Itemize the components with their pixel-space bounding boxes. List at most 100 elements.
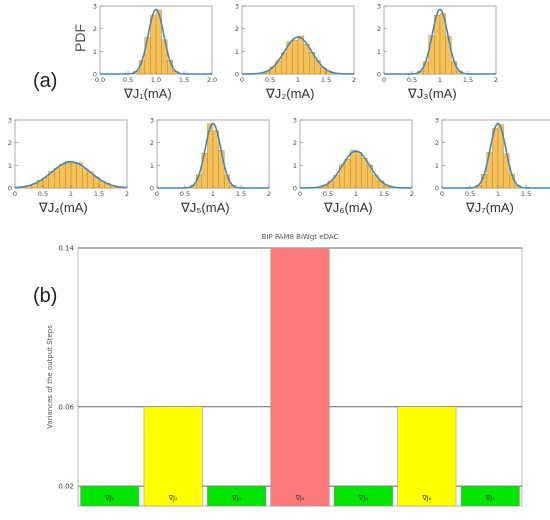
y-tick-label: 0: [150, 185, 154, 193]
y-tick-label: 3: [8, 118, 12, 125]
y-tick-label: 2: [377, 25, 381, 33]
y-tick-label: 0: [8, 185, 12, 193]
x-tick-label: 0.5: [38, 190, 48, 198]
y-tick-label: 2: [8, 139, 12, 147]
histogram-bin: [423, 61, 430, 75]
x-tick-label: 1: [354, 190, 358, 198]
histogram-xlabel: ∇J₁(mA): [124, 86, 172, 101]
histogram-bin: [76, 162, 83, 189]
y-tick-label: 2: [293, 139, 297, 147]
bar-chart-ylabel: Variances of the output Steps: [46, 325, 54, 429]
histogram-bin: [350, 150, 357, 189]
x-tick-label: 0.5: [265, 76, 275, 84]
x-tick-label: 0.5: [465, 190, 475, 198]
x-tick-label: 0: [298, 190, 302, 198]
histogram-xlabel: ∇J₄(mA): [39, 200, 88, 215]
histogram-bin: [54, 168, 61, 189]
histogram-plot: 0 1 2 3 0 0.5 1 1.5 2: [8, 117, 129, 199]
histogram-bin: [450, 61, 457, 75]
x-tick-label: 1: [496, 190, 500, 198]
x-tick-label: 2: [410, 190, 414, 198]
histogram-bin: [292, 39, 299, 75]
variance-bar: [207, 485, 266, 507]
pdf-curve: [384, 8, 496, 75]
x-tick-label: 0: [13, 190, 17, 198]
bar-category-label: ∇J₁: [104, 494, 114, 502]
pdf-curve: [442, 122, 550, 189]
pdf-curve: [157, 122, 269, 189]
y-tick-label: 3: [435, 118, 439, 125]
x-tick-label: 0: [155, 190, 159, 198]
y-tick-label: 1: [8, 162, 12, 170]
pdf-curve: [242, 36, 354, 75]
histogram-xlabel: ∇J₇(mA): [466, 200, 514, 215]
histogram-xlabel: ∇J₅(mA): [181, 200, 230, 215]
histogram-j6: 0 1 2 3 0 0.5 1 1.5 2 ∇J₆(mA): [288, 117, 418, 216]
y-tick-label: 0.02: [58, 483, 74, 491]
bar-chart-title: BIP PAM8 BiWgt eDAC: [262, 233, 339, 241]
bar-category-label: ∇J₅: [358, 494, 368, 502]
y-tick-label: 1: [377, 48, 381, 56]
histogram-bin: [303, 43, 310, 75]
histogram-bin: [70, 163, 77, 189]
x-tick-label: 0: [440, 190, 444, 198]
x-tick-label: 1.5: [379, 190, 389, 198]
y-tick-label: 3: [293, 118, 297, 125]
x-tick-label: 1.5: [94, 190, 104, 198]
histogram-j2: 0 1 2 3 0 0.5 1 1.5 2 ∇J₂(mA): [230, 3, 360, 102]
variance-bar: [397, 406, 457, 507]
y-tick-label: 0: [93, 71, 97, 79]
panel-label-b: (b): [33, 285, 58, 307]
variance-bar-chart: BIP PAM8 BiWgt eDAC Variances of the outp…: [46, 233, 523, 507]
bar-category-label: ∇J₇: [485, 494, 495, 502]
histogram-bin: [81, 168, 88, 189]
pdf-curve: [100, 8, 212, 75]
histogram-bin: [144, 37, 151, 75]
x-tick-label: 2: [352, 76, 356, 84]
histogram-j3: 0 1 2 3 0 0.5 1 1.5 2 ∇J₃(mA): [372, 3, 502, 102]
histogram-plot: 0 1 2 3 0.0 0.5 1.0 1.5 2.0: [93, 3, 217, 85]
x-tick-label: 1: [69, 190, 73, 198]
pdf-curve: [300, 150, 412, 189]
histogram-j1: 0 1 2 3 0.0 0.5 1.0 1.5 2.0 ∇J₁(mA): [88, 3, 218, 102]
histogram-bin: [150, 15, 157, 75]
y-tick-label: 2: [435, 139, 439, 147]
histogram-bin: [297, 35, 304, 75]
x-tick-label: 0.0: [95, 76, 105, 84]
y-tick-label: 3: [150, 118, 154, 125]
bar-category-label: ∇J₄: [295, 494, 305, 502]
y-tick-label: 0.14: [58, 245, 74, 253]
x-tick-label: 1.0: [151, 76, 161, 84]
histogram-xlabel: ∇J₃(mA): [408, 86, 457, 101]
x-tick-label: 1.5: [321, 76, 331, 84]
y-tick-label: 2: [235, 25, 239, 33]
histogram-bin: [218, 150, 225, 189]
y-tick-label: 1: [293, 162, 297, 170]
x-tick-label: 2: [267, 190, 271, 198]
x-tick-label: 2: [125, 190, 129, 198]
y-tick-label: 0.06: [58, 403, 74, 411]
x-tick-label: 0: [240, 76, 244, 84]
y-tick-label: 2: [93, 25, 97, 33]
x-tick-label: 1.5: [179, 76, 189, 84]
y-tick-label: 0: [435, 185, 439, 193]
histogram-xlabel: ∇J₂(mA): [266, 86, 315, 101]
y-tick-label: 3: [235, 4, 239, 11]
histogram-bin: [344, 158, 351, 189]
bar-category-label: ∇J₆: [421, 494, 431, 502]
y-tick-label: 1: [435, 162, 439, 170]
histogram-bin: [445, 36, 452, 75]
y-tick-label: 0: [377, 71, 381, 79]
variance-bar: [143, 406, 203, 507]
pdf-axis-label: PDF: [72, 24, 88, 52]
y-tick-label: 0: [293, 185, 297, 193]
pdf-curve: [14, 160, 128, 189]
variance-bar: [334, 485, 393, 507]
histogram-bin: [355, 151, 362, 189]
x-tick-label: 1: [211, 190, 215, 198]
y-tick-label: 3: [93, 4, 97, 11]
